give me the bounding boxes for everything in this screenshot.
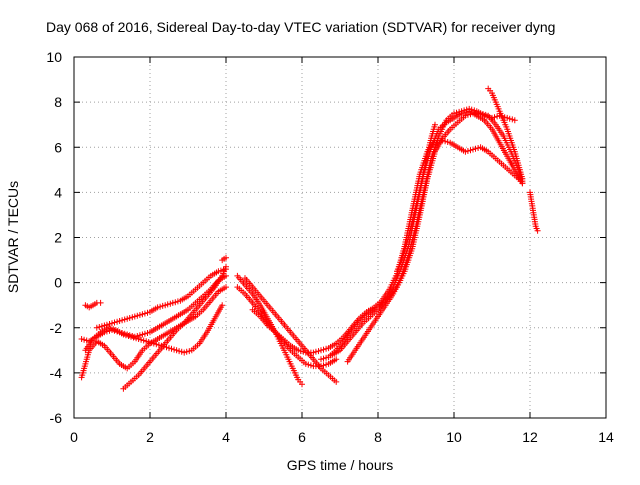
series-track-5 (120, 263, 229, 392)
y-tick-label: -4 (50, 365, 63, 381)
data-point-marker (511, 117, 518, 124)
series-track-17 (527, 189, 541, 234)
x-tick-label: 10 (446, 429, 462, 445)
axis-layer: 0 2 4 6 8 10 12 14 -6 -4 -2 0 2 4 6 8 10 (46, 49, 614, 445)
data-point-marker (305, 361, 312, 368)
y-axis-title: SDTVAR / TECUs (5, 181, 21, 293)
data-point-marker (483, 113, 490, 120)
series-track-3 (82, 302, 226, 356)
data-point-marker (299, 381, 305, 388)
x-tick-label: 2 (146, 429, 154, 445)
data-point-marker (217, 267, 224, 274)
grid-layer (74, 57, 606, 418)
data-layer (78, 85, 541, 392)
data-point-marker (153, 341, 160, 348)
data-point-marker (130, 334, 137, 341)
series-track-4 (82, 299, 104, 311)
data-point-marker (464, 148, 471, 154)
series-track-6 (93, 266, 229, 331)
data-point-marker (461, 107, 468, 114)
x-tick-label: 8 (374, 429, 382, 445)
x-tick-label: 4 (222, 429, 230, 445)
data-point-marker (519, 175, 526, 182)
data-point-marker (223, 266, 229, 273)
x-tick-label: 0 (70, 429, 78, 445)
data-point-marker (81, 336, 88, 343)
data-point-marker (468, 106, 475, 113)
data-point-marker (119, 317, 126, 324)
data-point-marker (320, 355, 327, 362)
data-point-marker (168, 345, 175, 352)
data-point-marker (97, 299, 104, 306)
data-point-marker (176, 348, 183, 355)
data-point-marker (126, 315, 133, 321)
x-tick-label: 6 (298, 429, 306, 445)
data-point-marker (223, 284, 229, 291)
data-point-marker (145, 339, 152, 345)
data-point-marker (141, 330, 148, 337)
data-point-marker (183, 348, 190, 355)
data-point-marker (312, 348, 319, 355)
y-tick-label: -2 (50, 320, 63, 336)
y-tick-label: -6 (50, 410, 63, 426)
x-tick-label: 14 (598, 429, 614, 445)
data-point-marker (107, 325, 114, 332)
y-tick-label: 10 (46, 49, 62, 65)
data-point-marker (297, 348, 304, 355)
data-point-marker (164, 301, 171, 308)
data-point-marker (333, 356, 340, 363)
data-point-marker (506, 115, 513, 122)
data-point-marker (464, 111, 471, 118)
data-point-marker (223, 254, 229, 261)
series-track-7 (219, 254, 229, 264)
data-point-marker (534, 227, 541, 234)
data-point-marker (134, 312, 141, 319)
x-tick-label: 12 (522, 429, 538, 445)
data-point-marker (96, 324, 103, 330)
data-point-marker (219, 302, 226, 309)
y-tick-label: 4 (54, 184, 62, 200)
data-point-marker (491, 114, 498, 121)
y-tick-label: 0 (54, 275, 62, 291)
data-point-marker (320, 346, 327, 353)
data-point-marker (157, 303, 164, 310)
data-point-marker (453, 109, 460, 116)
data-point-marker (472, 145, 479, 152)
data-point-marker (172, 299, 179, 306)
series-track-14 (344, 105, 518, 365)
data-point-marker (333, 378, 340, 385)
data-point-marker (432, 121, 438, 128)
data-point-marker (141, 310, 148, 317)
data-point-marker (122, 332, 129, 339)
data-point-marker (111, 319, 118, 326)
data-point-marker (138, 336, 145, 343)
series-track-15 (394, 121, 438, 275)
data-point-marker (103, 321, 110, 328)
y-tick-label: 6 (54, 139, 62, 155)
y-tick-label: 2 (54, 230, 62, 246)
x-axis-title: GPS time / hours (287, 457, 394, 473)
series-track-16 (485, 85, 526, 182)
plot-frame (73, 56, 607, 419)
y-tick-label: 8 (54, 94, 62, 110)
chart-title: Day 068 of 2016, Sidereal Day-to-day VTE… (46, 19, 555, 35)
